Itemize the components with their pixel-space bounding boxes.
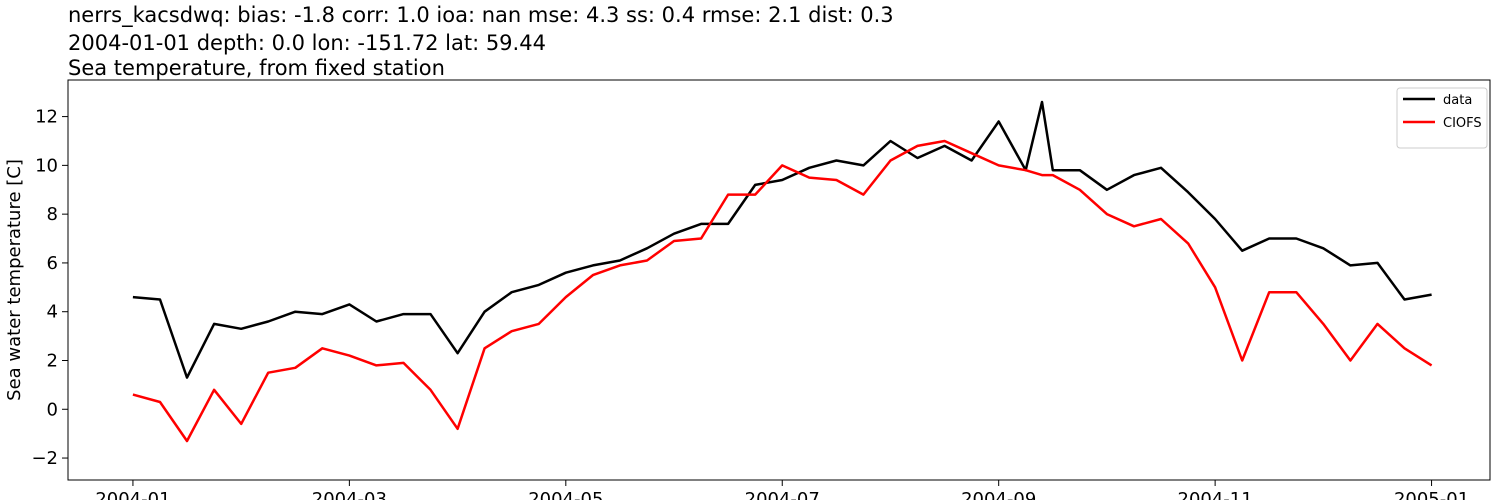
x-tick-label: 2004-01 [95, 489, 170, 500]
y-tick-label: 2 [47, 350, 58, 371]
y-tick-label: 6 [47, 253, 58, 274]
x-tick-label: 2004-03 [312, 489, 387, 500]
title-line: Sea temperature, from fixed station [68, 56, 445, 80]
y-tick-label: 12 [35, 107, 58, 128]
plot-frame [67, 79, 1491, 481]
title-line: nerrs_kacsdwq: bias: -1.8 corr: 1.0 ioa:… [68, 3, 894, 28]
y-tick-label: −2 [31, 448, 58, 469]
series-line [132, 100, 1432, 379]
y-axis-label: Sea water temperature [C] [4, 159, 25, 401]
x-tick-label: 2004-11 [1178, 489, 1253, 500]
y-tick-label: 10 [35, 155, 58, 176]
y-tick-label: 4 [47, 302, 58, 323]
title-line: 2004-01-01 depth: 0.0 lon: -151.72 lat: … [68, 31, 546, 55]
y-tick-label: 8 [47, 204, 58, 225]
x-tick-label: 2005-01 [1394, 489, 1469, 500]
series-line [132, 139, 1433, 443]
legend-label: data [1443, 93, 1472, 108]
legend-label: CIOFS [1443, 116, 1482, 131]
legend-box [1396, 87, 1488, 149]
x-tick-label: 2004-05 [528, 489, 603, 500]
x-tick-label: 2004-09 [961, 489, 1036, 500]
x-tick-label: 2004-07 [745, 489, 820, 500]
y-tick-label: 0 [47, 399, 58, 420]
